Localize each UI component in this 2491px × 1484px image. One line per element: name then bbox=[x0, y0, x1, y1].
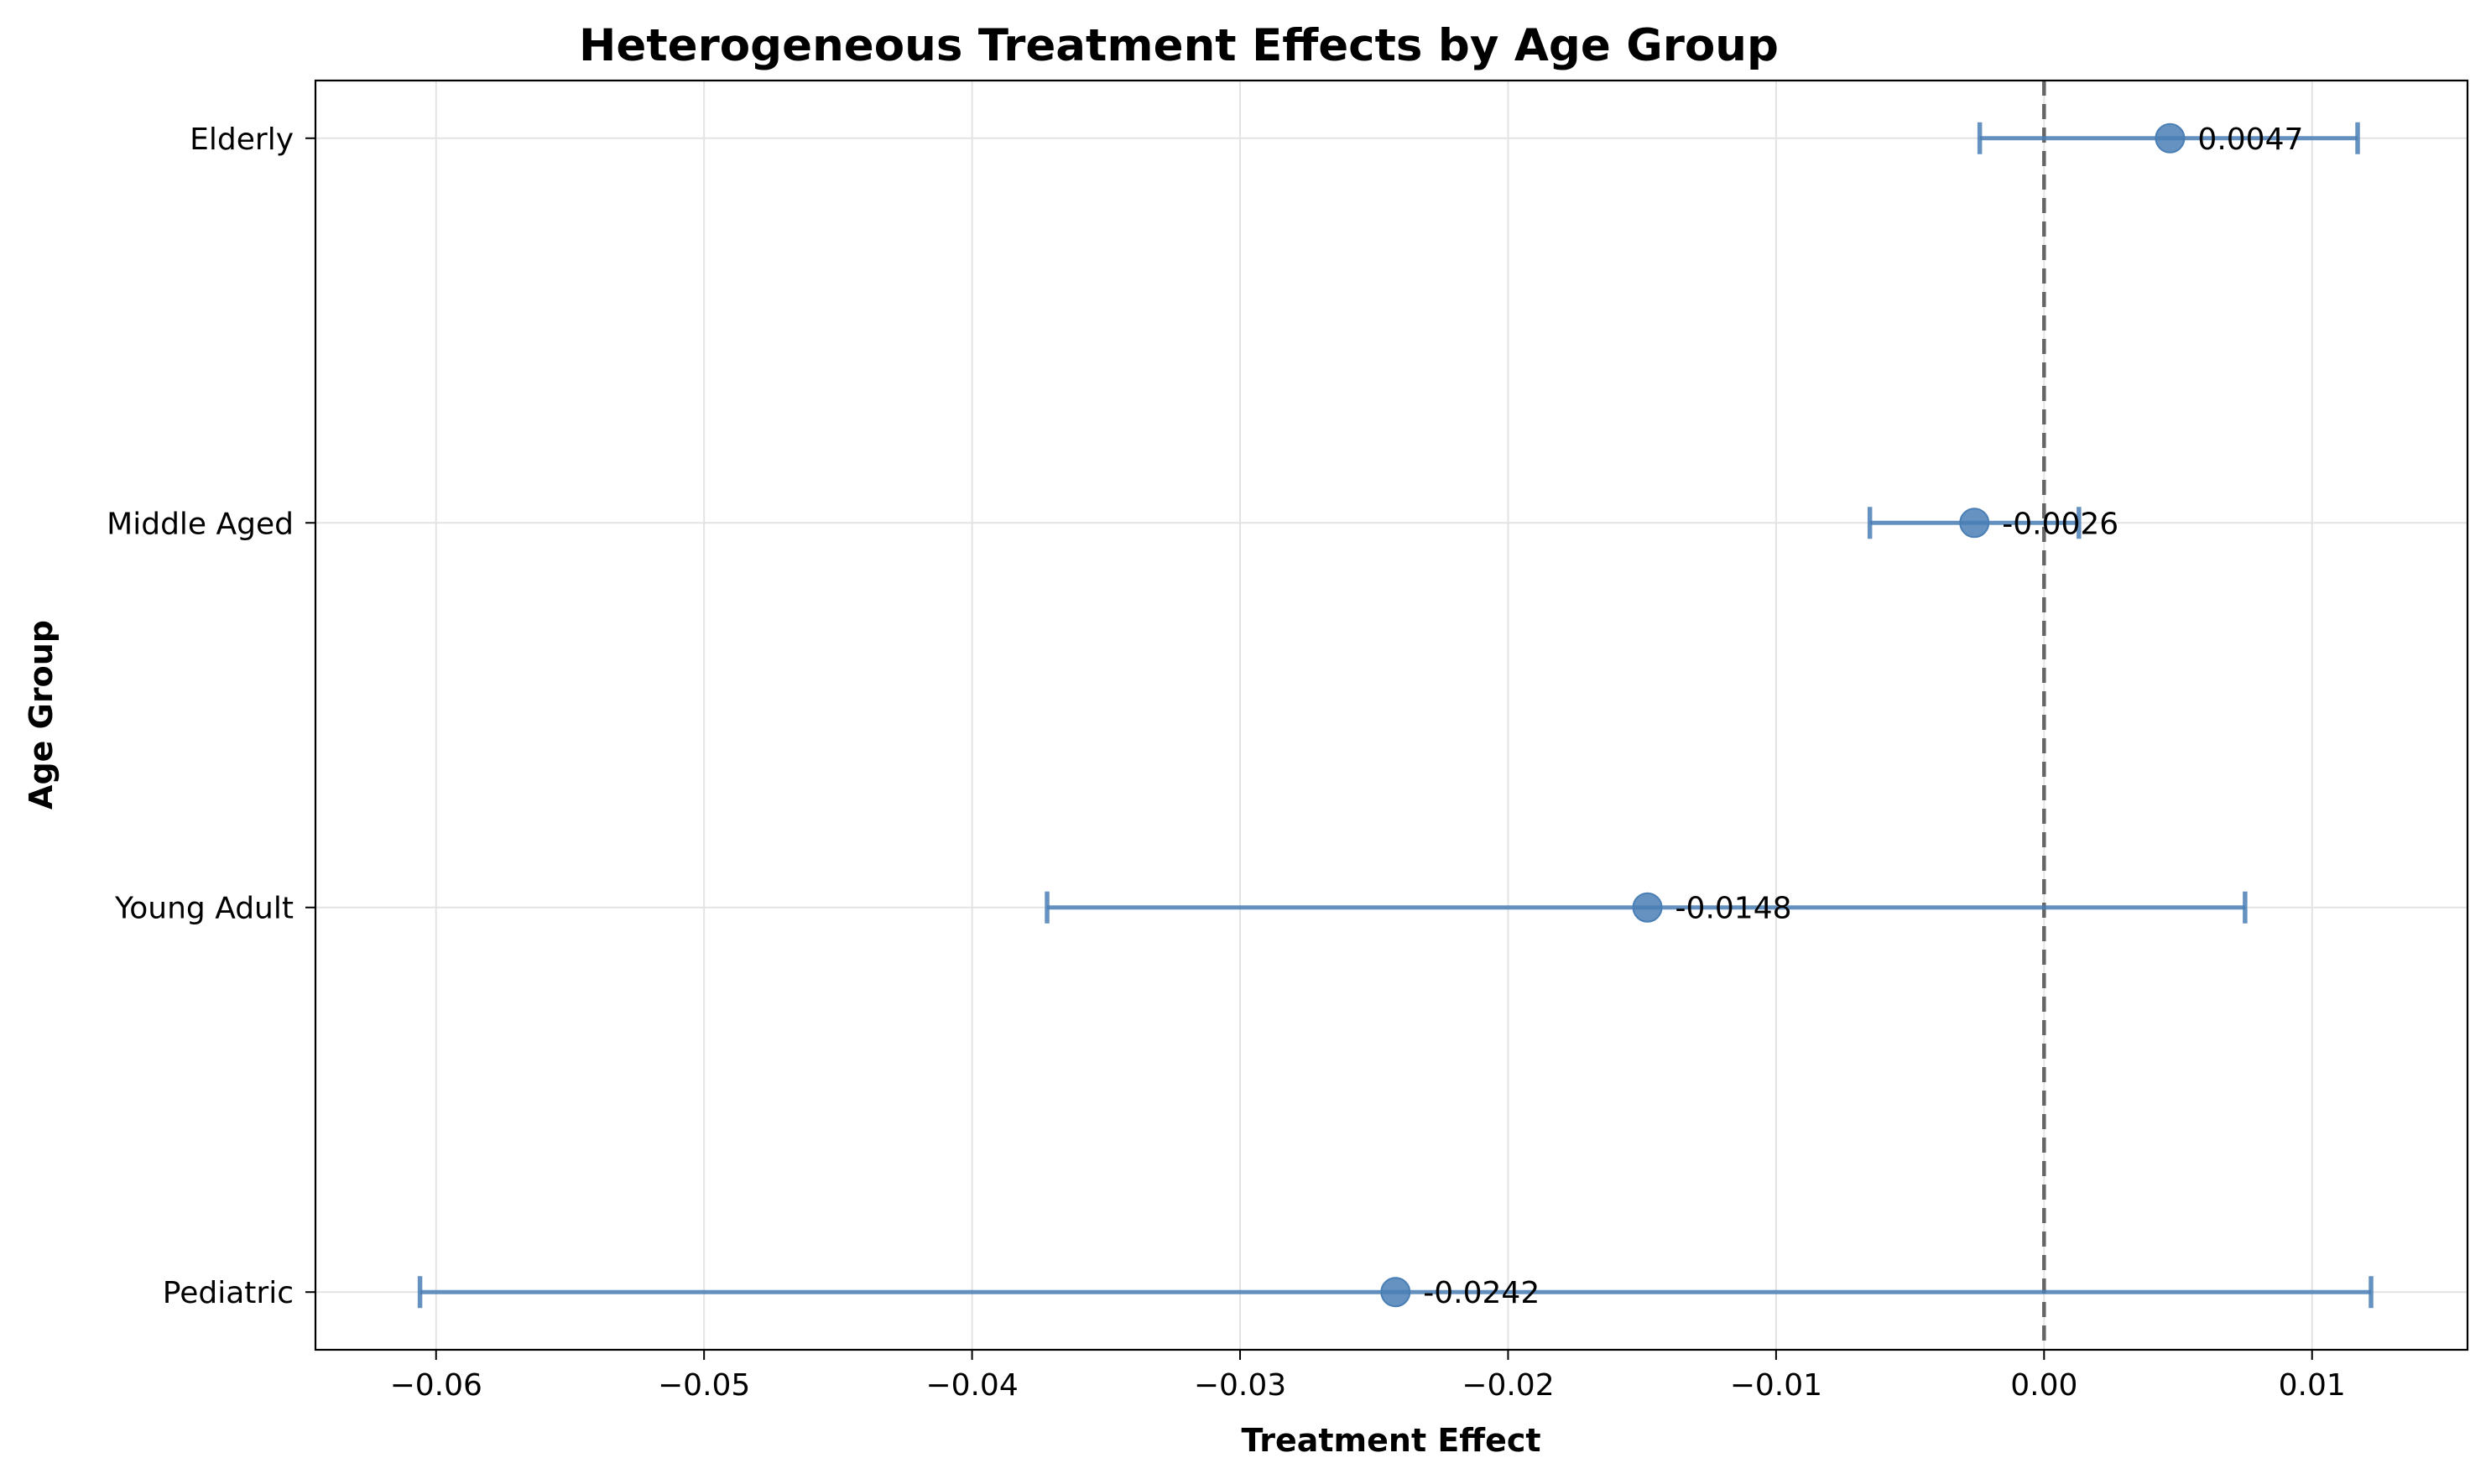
x-tick-label: −0.05 bbox=[658, 1368, 750, 1403]
y-tick-label: Middle Aged bbox=[107, 507, 294, 541]
points bbox=[1380, 122, 2186, 1308]
data-point bbox=[1380, 1277, 1411, 1308]
x-tick-label: −0.01 bbox=[1730, 1368, 1822, 1403]
x-tick-label: −0.03 bbox=[1194, 1368, 1286, 1403]
data-point bbox=[1632, 892, 1663, 923]
y-tick-label: Pediatric bbox=[163, 1276, 294, 1310]
data-label: -0.0242 bbox=[1423, 1276, 1540, 1310]
y-tick-label: Elderly bbox=[190, 122, 294, 157]
y-axis-label: Age Group bbox=[23, 620, 60, 810]
x-tick-label: −0.04 bbox=[925, 1368, 1018, 1403]
data-label: 0.0047 bbox=[2197, 122, 2303, 157]
x-tick-label: 0.01 bbox=[2279, 1368, 2346, 1403]
data-label: -0.0148 bbox=[1675, 892, 1792, 926]
data-labels: -0.0242 -0.0148 -0.0026 0.0047 bbox=[1423, 122, 2303, 1310]
x-tick-label: −0.02 bbox=[1462, 1368, 1554, 1403]
x-tick-label: 0.00 bbox=[2010, 1368, 2077, 1403]
chart-title: Heterogeneous Treatment Effects by Age G… bbox=[579, 20, 1779, 71]
data-point bbox=[1959, 508, 1990, 539]
data-point bbox=[2155, 122, 2186, 154]
x-tick-label: −0.06 bbox=[390, 1368, 482, 1403]
x-axis-label: Treatment Effect bbox=[1241, 1422, 1540, 1459]
data-label: -0.0026 bbox=[2002, 507, 2118, 541]
plot-area-frame bbox=[314, 79, 2469, 1351]
y-tick-label: Young Adult bbox=[114, 892, 294, 926]
y-axis-ticks: Pediatric Young Adult Middle Aged Elderly bbox=[107, 122, 315, 1310]
x-axis-ticks: −0.06 −0.05 −0.04 −0.03 −0.02 −0.01 0.00 0.01 bbox=[390, 1350, 2346, 1403]
